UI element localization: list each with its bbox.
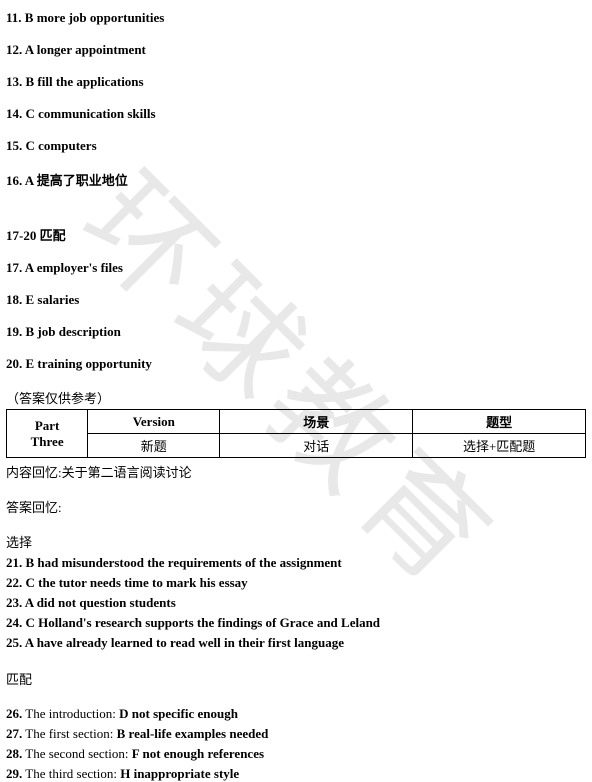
answer-line: 13. B fill the applications — [6, 74, 586, 90]
cell-text: Three — [11, 434, 83, 450]
item-prefix: 27. — [6, 726, 22, 741]
choice-item: 24. C Holland's research supports the fi… — [6, 615, 586, 631]
table-cell: Part Three — [7, 410, 88, 458]
item-answer: F not enough references — [132, 746, 264, 761]
match-item: 17. A employer's files — [6, 260, 586, 276]
table-cell: 场景 — [220, 410, 413, 434]
item-text: The introduction: — [22, 706, 119, 721]
table-cell: 新题 — [88, 434, 220, 458]
answer-line: 16. A 提高了职业地位 — [6, 170, 586, 189]
table-cell: Version — [88, 410, 220, 434]
answer-line: 15. C computers — [6, 138, 586, 154]
match2-item: 29. The third section: H inappropriate s… — [6, 766, 586, 782]
choice-item: 22. C the tutor needs time to mark his e… — [6, 575, 586, 591]
match-header: 17-20 匹配 — [6, 225, 586, 244]
choice-item: 25. A have already learned to read well … — [6, 635, 586, 651]
table-cell: 选择+匹配题 — [413, 434, 586, 458]
info-table: Part Three Version 场景 题型 新题 对话 选择+匹配题 — [6, 409, 586, 458]
match-item: 18. E salaries — [6, 292, 586, 308]
match-item: 19. B job description — [6, 324, 586, 340]
table-cell: 对话 — [220, 434, 413, 458]
match2-item: 27. The first section: B real-life examp… — [6, 726, 586, 742]
item-text: The second section: — [22, 746, 132, 761]
item-prefix: 28. — [6, 746, 22, 761]
match2-item: 26. The introduction: D not specific eno… — [6, 706, 586, 722]
answer-line: 11. B more job opportunities — [6, 10, 586, 26]
match2-label: 匹配 — [6, 669, 586, 688]
match2-item: 28. The second section: F not enough ref… — [6, 746, 586, 762]
item-text: The first section: — [22, 726, 116, 741]
match-item: 20. E training opportunity — [6, 356, 586, 372]
choice-item: 23. A did not question students — [6, 595, 586, 611]
answer-line: 12. A longer appointment — [6, 42, 586, 58]
document-body: 11. B more job opportunities 12. A longe… — [0, 0, 592, 782]
note-text: （答案仅供参考） — [6, 388, 586, 407]
answer-line: 14. C communication skills — [6, 106, 586, 122]
item-answer: D not specific enough — [119, 706, 238, 721]
item-answer: B real-life examples needed — [117, 726, 269, 741]
choice-label: 选择 — [6, 532, 586, 551]
item-answer: H inappropriate style — [120, 766, 239, 781]
item-prefix: 26. — [6, 706, 22, 721]
cell-text: Part — [11, 418, 83, 434]
item-text: The third section: — [22, 766, 120, 781]
recall-title: 内容回忆:关于第二语言阅读讨论 — [6, 462, 586, 481]
item-prefix: 29. — [6, 766, 22, 781]
answer-recall-label: 答案回忆: — [6, 497, 586, 516]
choice-item: 21. B had misunderstood the requirements… — [6, 555, 586, 571]
table-cell: 题型 — [413, 410, 586, 434]
